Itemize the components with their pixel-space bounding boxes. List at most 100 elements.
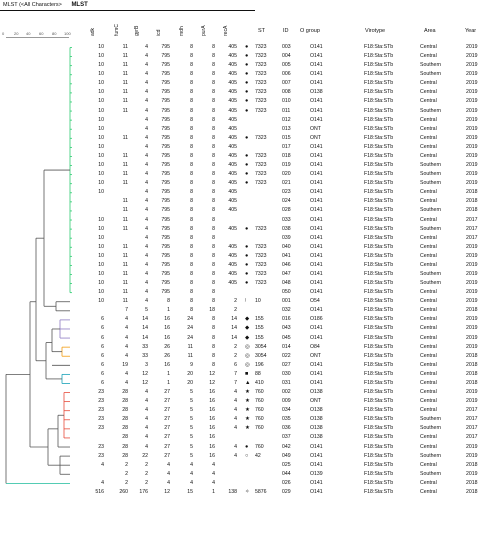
id-cell: 042 [282, 443, 291, 450]
table-row[interactable]: 6 4 12 1 20 12 7 ▲ 410 031 O141 F18:Sta:STb Central 2… [0, 379, 485, 388]
allele-cell-purA: 8 [212, 71, 215, 78]
table-row[interactable]: 7 5 1 8 18 2 032 O141 F18:Sta:STb Central 2018 [0, 306, 485, 315]
table-row[interactable]: 10 11 4 795 8 8 405 ● 7323 048 O141 F18:Sta:STb Sout… [0, 279, 485, 288]
header-fumC: fumC [114, 24, 120, 36]
scale-label: 40 [26, 31, 31, 36]
virotype-cell: F18:Sta:STb [364, 434, 394, 441]
area-cell: Central [420, 379, 437, 386]
table-row[interactable]: 6 19 3 16 9 8 6 ◎ 196 027 O141 F18:Sta:STb Central 20… [0, 361, 485, 370]
table-row[interactable]: 11 4 795 8 8 405 028 O141 F18:Sta:STb Southern 201… [0, 206, 485, 215]
allele-cell-fumC: 11 [122, 134, 128, 141]
allele-cell-adk: 6 [101, 343, 104, 350]
table-row[interactable]: 6 4 14 16 24 8 14 ◆ 155 043 O141 F18:Sta:STb Central… [0, 324, 485, 333]
allele-cell-recA: 138 [228, 488, 237, 495]
table-row[interactable]: 10 11 4 795 8 8 405 ● 7323 007 O141 F18:Sta:STb Cent… [0, 79, 485, 88]
table-row[interactable]: 10 11 4 795 8 8 405 ● 7323 010 O141 F18:Sta:STb Cent… [0, 97, 485, 106]
allele-cell-mdh: 4 [190, 470, 193, 477]
table-row[interactable]: 10 11 4 795 8 8 405 ● 7323 020 O141 F18:Sta:STb Sout… [0, 170, 485, 179]
table-row[interactable]: 10 11 4 795 8 8 050 O141 F18:Sta:STb Central 2019 [0, 288, 485, 297]
allele-cell-fumC: 11 [122, 62, 128, 69]
year-cell: 2019 [466, 116, 478, 123]
table-row[interactable]: 10 11 4 795 8 8 405 ● 7323 040 O141 F18:Sta:STb Cent… [0, 243, 485, 252]
st-cell: 3054 [255, 352, 267, 359]
table-row[interactable]: 10 11 4 795 8 8 405 ● 7323 005 O141 F18:Sta:STb Sout… [0, 61, 485, 70]
table-row[interactable]: 6 4 33 26 11 8 2 ◎ 3054 014 O84 F18:Sta:STb Central 2… [0, 343, 485, 352]
table-row[interactable]: 10 11 4 795 8 8 405 ● 7323 046 O141 F18:Sta:STb Cent… [0, 261, 485, 270]
title-underline [0, 10, 255, 11]
table-row[interactable]: 28 4 27 5 16 037 O138 F18:Sta:STb Central 2017 [0, 433, 485, 442]
area-cell: Central [420, 44, 437, 50]
table-row[interactable]: 23 28 4 27 5 16 4 ● 760 042 O141 F18:Sta:STb Central… [0, 443, 485, 452]
table-row[interactable]: 10 11 4 795 8 8 405 ● 7323 018 O141 F18:Sta:STb Cent… [0, 152, 485, 161]
table-row[interactable]: 10 11 4 795 8 8 405 ● 7323 041 O141 F18:Sta:STb Cent… [0, 252, 485, 261]
allele-cell-fumC: 11 [122, 107, 128, 114]
table-row[interactable]: 6 4 12 1 20 12 7 ■ 88 030 O141 F18:Sta:STb Central 20… [0, 370, 485, 379]
table-row[interactable]: 23 28 4 27 5 16 4 ★ 760 009 ONT F18:Sta:STb Central 2… [0, 397, 485, 406]
table-row[interactable]: 516 260 176 12 15 1 138 ✧ 5876 029 O141 F18:Sta:STb… [0, 488, 485, 497]
table-row[interactable]: 10 11 4 795 8 8 405 ● 7323 006 O141 F18:Sta:STb Sout… [0, 70, 485, 79]
area-cell: Southern [420, 207, 442, 214]
table-row[interactable]: 6 4 14 16 24 8 14 ◆ 155 045 O141 F18:Sta:STb Central… [0, 334, 485, 343]
allele-cell-recA: 405 [228, 198, 237, 205]
table-row[interactable]: 23 28 22 27 5 16 4 ○ 42 049 O141 F18:Sta:STb Souther… [0, 452, 485, 461]
virotype-cell: F18:Sta:STb [364, 416, 394, 423]
table-row[interactable]: 23 28 4 27 5 16 4 ★ 760 034 O138 F18:Sta:STb Central… [0, 406, 485, 415]
st-marker-icon: ● [245, 80, 249, 87]
table-row[interactable]: 10 4 795 8 8 405 023 O141 F18:Sta:STb Central 2018 [0, 188, 485, 197]
id-cell: 020 [282, 171, 291, 178]
st-marker-icon: ● [245, 152, 249, 159]
allele-cell-icd: 12 [164, 488, 170, 495]
table-row[interactable]: 10 11 4 795 8 8 405 ● 7323 019 O141 F18:Sta:STb Sout… [0, 161, 485, 170]
table-row[interactable]: 10 4 795 8 8 039 O141 F18:Sta:STb Central 2017 [0, 234, 485, 243]
allele-cell-purA: 8 [212, 44, 215, 50]
id-cell: 004 [282, 53, 291, 60]
allele-cell-icd: 795 [161, 225, 170, 232]
allele-cell-purA: 8 [212, 62, 215, 69]
table-row[interactable]: 4 2 2 4 4 4 025 O141 F18:Sta:STb Central 2018 [0, 461, 485, 470]
allele-cell-adk: 4 [101, 461, 104, 468]
table-row[interactable]: 10 4 795 8 8 405 013 ONT F18:Sta:STb Central 2019 [0, 125, 485, 134]
st-cell: 7323 [255, 89, 267, 96]
table-row[interactable]: 4 2 2 4 4 4 026 O141 F18:Sta:STb Central 2018 [0, 479, 485, 488]
table-row[interactable]: 10 4 795 8 8 405 012 O141 F18:Sta:STb Central 2019 [0, 116, 485, 125]
ogroup-cell: O141 [310, 452, 323, 459]
virotype-cell: F18:Sta:STb [364, 80, 394, 87]
area-cell: Southern [420, 171, 442, 178]
table-row[interactable]: 10 11 4 795 8 8 033 O141 F18:Sta:STb Central 2017 [0, 216, 485, 225]
table-row[interactable]: 23 28 4 27 5 16 4 ★ 760 035 O138 F18:Sta:STb Souther… [0, 415, 485, 424]
table-row[interactable]: 10 11 4 795 8 8 405 ● 7323 038 O141 F18:Sta:STb Sout… [0, 225, 485, 234]
st-marker-icon: ★ [245, 416, 250, 423]
table-row[interactable]: 11 4 795 8 8 405 024 O141 F18:Sta:STb Central 2018 [0, 197, 485, 206]
table-row[interactable]: 23 28 4 27 5 16 4 ★ 760 002 O138 F18:Sta:STb Central… [0, 388, 485, 397]
allele-cell-recA: 4 [234, 389, 237, 396]
st-cell: 7323 [255, 180, 267, 187]
table-row[interactable]: 10 11 4 795 8 8 405 ● 7323 003 O141 F18:Sta:STb Cent… [0, 43, 485, 52]
allele-cell-gyrB: 14 [142, 334, 148, 341]
allele-cell-purA: 8 [212, 98, 215, 105]
allele-cell-purA: 8 [212, 216, 215, 223]
table-row[interactable]: 2 2 4 4 4 044 O139 F18:Sta:STb Southern 2019 [0, 470, 485, 479]
table-row[interactable]: 10 11 4 795 8 8 405 ● 7323 011 O141 F18:Sta:STb Sout… [0, 107, 485, 116]
area-cell: Central [420, 325, 437, 332]
table-row[interactable]: 10 11 4 8 8 8 2 ʲ 10 001 O54 F18:Sta:STb Central 2019 [0, 297, 485, 306]
virotype-cell: F18:Sta:STb [364, 461, 394, 468]
allele-cell-icd: 795 [161, 44, 170, 50]
table-row[interactable]: 23 28 4 27 5 16 4 ★ 760 036 O138 F18:Sta:STb Souther… [0, 424, 485, 433]
year-cell: 2017 [466, 425, 478, 432]
table-row[interactable]: 10 11 4 795 8 8 405 ● 7323 015 ONT F18:Sta:STb Centr… [0, 134, 485, 143]
table-row[interactable]: 10 11 4 795 8 8 405 ● 7323 004 O141 F18:Sta:STb Cent… [0, 52, 485, 61]
allele-cell-recA: 405 [228, 125, 237, 132]
virotype-cell: F18:Sta:STb [364, 152, 394, 159]
tab-mlst[interactable]: MLST [71, 2, 88, 8]
area-cell: Southern [420, 452, 442, 459]
table-row[interactable]: 10 11 4 795 8 8 405 ● 7323 008 O138 F18:Sta:STb Cent… [0, 88, 485, 97]
allele-cell-fumC: 11 [122, 271, 128, 277]
table-row[interactable]: 6 4 14 16 24 8 14 ◆ 155 016 O186 F18:Sta:STb Central… [0, 315, 485, 324]
table-row[interactable]: 10 4 795 8 8 405 017 O141 F18:Sta:STb Central 2019 [0, 143, 485, 152]
table-row[interactable]: 6 4 33 26 11 8 2 ◎ 3054 022 ONT F18:Sta:STb Central 2… [0, 352, 485, 361]
table-row[interactable]: 10 11 4 795 8 8 405 ● 7323 047 O141 F18:Sta:STb Sout… [0, 270, 485, 279]
area-cell: Central [420, 361, 437, 368]
table-row[interactable]: 10 11 4 795 8 8 405 ● 7323 021 O141 F18:Sta:STb Sout… [0, 179, 485, 188]
id-cell: 008 [282, 89, 291, 96]
allele-cell-gyrB: 4 [145, 89, 148, 96]
